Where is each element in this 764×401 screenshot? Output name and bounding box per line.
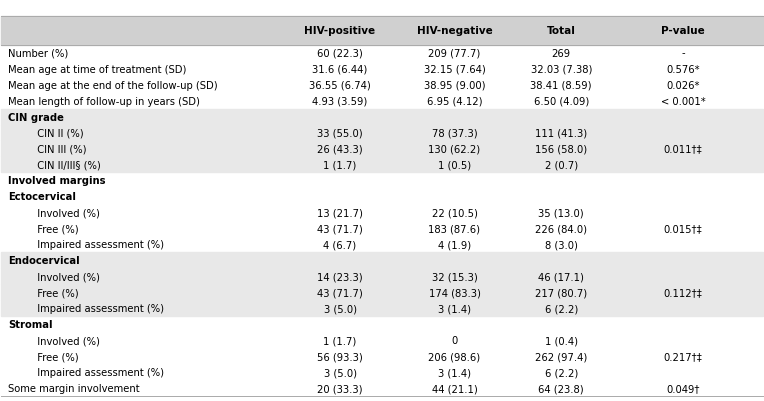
Text: 206 (98.6): 206 (98.6)	[429, 351, 481, 361]
Text: 43 (71.7): 43 (71.7)	[317, 224, 363, 234]
Text: Involved (%): Involved (%)	[31, 208, 100, 218]
Text: 4 (6.7): 4 (6.7)	[323, 240, 357, 250]
Text: 4.93 (3.59): 4.93 (3.59)	[312, 96, 367, 106]
Bar	[1, 141, 763, 157]
Text: Ectocervical: Ectocervical	[8, 192, 76, 202]
Text: CIN II (%): CIN II (%)	[31, 128, 84, 138]
Text: < 0.001*: < 0.001*	[661, 96, 706, 106]
Bar	[1, 109, 763, 125]
Text: -: -	[681, 49, 685, 59]
Text: HIV-positive: HIV-positive	[305, 26, 376, 36]
Bar	[1, 285, 763, 301]
Text: 269: 269	[552, 49, 571, 59]
Text: Involved (%): Involved (%)	[31, 272, 100, 282]
Text: 217 (80.7): 217 (80.7)	[535, 288, 588, 298]
Text: Mean age at time of treatment (SD): Mean age at time of treatment (SD)	[8, 65, 186, 74]
Text: 8 (3.0): 8 (3.0)	[545, 240, 578, 250]
Text: 156 (58.0): 156 (58.0)	[535, 144, 588, 154]
Text: 1 (0.4): 1 (0.4)	[545, 336, 578, 346]
Text: 0.015†‡: 0.015†‡	[664, 224, 703, 234]
Text: 6 (2.2): 6 (2.2)	[545, 304, 578, 314]
Text: Total: Total	[547, 26, 575, 36]
Text: CIN grade: CIN grade	[8, 112, 64, 122]
Text: 14 (23.3): 14 (23.3)	[317, 272, 363, 282]
Text: 209 (77.7): 209 (77.7)	[429, 49, 481, 59]
Text: 22 (10.5): 22 (10.5)	[432, 208, 478, 218]
Text: 0.049†: 0.049†	[666, 383, 700, 393]
Text: 13 (21.7): 13 (21.7)	[317, 208, 363, 218]
Text: CIN II/III§ (%): CIN II/III§ (%)	[31, 160, 101, 170]
Text: 38.41 (8.59): 38.41 (8.59)	[530, 80, 592, 90]
Text: Endocervical: Endocervical	[8, 256, 80, 266]
Text: 1 (1.7): 1 (1.7)	[323, 160, 357, 170]
Text: Impaired assessment (%): Impaired assessment (%)	[31, 240, 164, 250]
Text: Impaired assessment (%): Impaired assessment (%)	[31, 304, 164, 314]
Bar	[1, 17, 763, 45]
Text: 46 (17.1): 46 (17.1)	[539, 272, 584, 282]
Text: 3 (5.0): 3 (5.0)	[324, 367, 357, 377]
Bar	[1, 269, 763, 285]
Text: 6 (2.2): 6 (2.2)	[545, 367, 578, 377]
Text: 36.55 (6.74): 36.55 (6.74)	[309, 80, 371, 90]
Text: 0.112†‡: 0.112†‡	[664, 288, 703, 298]
Text: 262 (97.4): 262 (97.4)	[535, 351, 588, 361]
Text: 0.026*: 0.026*	[666, 80, 700, 90]
Text: 183 (87.6): 183 (87.6)	[429, 224, 481, 234]
Text: 1 (0.5): 1 (0.5)	[438, 160, 471, 170]
Text: Mean length of follow-up in years (SD): Mean length of follow-up in years (SD)	[8, 96, 200, 106]
Text: CIN III (%): CIN III (%)	[31, 144, 86, 154]
Text: 43 (71.7): 43 (71.7)	[317, 288, 363, 298]
Text: 0: 0	[452, 336, 458, 346]
Text: Involved (%): Involved (%)	[31, 336, 100, 346]
Text: 32 (15.3): 32 (15.3)	[432, 272, 478, 282]
Text: P-value: P-value	[662, 26, 705, 36]
Text: Free (%): Free (%)	[31, 288, 79, 298]
Text: 78 (37.3): 78 (37.3)	[432, 128, 478, 138]
Text: 0.011†‡: 0.011†‡	[664, 144, 703, 154]
Text: Number (%): Number (%)	[8, 49, 69, 59]
Text: 6.50 (4.09): 6.50 (4.09)	[533, 96, 589, 106]
Text: Impaired assessment (%): Impaired assessment (%)	[31, 367, 164, 377]
Text: Stromal: Stromal	[8, 320, 53, 330]
Text: 174 (83.3): 174 (83.3)	[429, 288, 481, 298]
Text: 26 (43.3): 26 (43.3)	[317, 144, 363, 154]
Text: 32.03 (7.38): 32.03 (7.38)	[530, 65, 592, 74]
Bar	[1, 125, 763, 141]
Bar	[1, 253, 763, 269]
Text: Mean age at the end of the follow-up (SD): Mean age at the end of the follow-up (SD…	[8, 80, 218, 90]
Text: 3 (1.4): 3 (1.4)	[438, 367, 471, 377]
Text: 226 (84.0): 226 (84.0)	[536, 224, 588, 234]
Text: 64 (23.8): 64 (23.8)	[539, 383, 584, 393]
Text: 6.95 (4.12): 6.95 (4.12)	[427, 96, 482, 106]
Text: Free (%): Free (%)	[31, 351, 79, 361]
Text: 32.15 (7.64): 32.15 (7.64)	[423, 65, 485, 74]
Text: HIV-negative: HIV-negative	[416, 26, 492, 36]
Text: 130 (62.2): 130 (62.2)	[429, 144, 481, 154]
Text: 111 (41.3): 111 (41.3)	[535, 128, 588, 138]
Text: Some margin involvement: Some margin involvement	[8, 383, 140, 393]
Text: 56 (93.3): 56 (93.3)	[317, 351, 363, 361]
Text: 4 (1.9): 4 (1.9)	[438, 240, 471, 250]
Text: Free (%): Free (%)	[31, 224, 79, 234]
Text: 0.576*: 0.576*	[666, 65, 700, 74]
Text: Involved margins: Involved margins	[8, 176, 106, 186]
Text: 44 (21.1): 44 (21.1)	[432, 383, 478, 393]
Text: 3 (5.0): 3 (5.0)	[324, 304, 357, 314]
Text: 20 (33.3): 20 (33.3)	[317, 383, 363, 393]
Text: 31.6 (6.44): 31.6 (6.44)	[312, 65, 367, 74]
Text: 60 (22.3): 60 (22.3)	[317, 49, 363, 59]
Bar	[1, 301, 763, 316]
Text: 2 (0.7): 2 (0.7)	[545, 160, 578, 170]
Text: 35 (13.0): 35 (13.0)	[539, 208, 584, 218]
Text: 1 (1.7): 1 (1.7)	[323, 336, 357, 346]
Text: 0.217†‡: 0.217†‡	[664, 351, 703, 361]
Text: 33 (55.0): 33 (55.0)	[317, 128, 363, 138]
Text: 38.95 (9.00): 38.95 (9.00)	[424, 80, 485, 90]
Text: 3 (1.4): 3 (1.4)	[438, 304, 471, 314]
Bar	[1, 157, 763, 173]
